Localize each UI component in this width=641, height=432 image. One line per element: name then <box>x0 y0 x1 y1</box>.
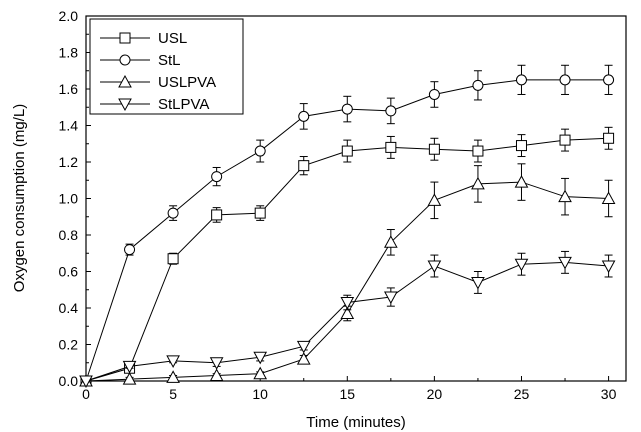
data-point <box>471 276 485 290</box>
data-point <box>340 297 355 310</box>
data-point <box>79 375 93 389</box>
data-point <box>254 145 266 157</box>
legend-marker <box>119 32 131 44</box>
y-tick-label: 0.2 <box>59 337 79 353</box>
data-point <box>472 79 484 91</box>
x-tick-label: 5 <box>169 386 177 402</box>
legend-label: StLPVA <box>158 96 209 113</box>
data-point <box>472 145 484 157</box>
data-point <box>166 355 180 368</box>
data-point <box>385 105 397 117</box>
series-line <box>85 137 609 382</box>
legend-marker <box>119 54 131 66</box>
x-tick-label: 30 <box>601 386 617 402</box>
data-point <box>601 260 616 274</box>
y-tick-label: 1.0 <box>59 191 79 207</box>
data-point <box>298 110 310 122</box>
data-point <box>428 143 440 155</box>
series-stl <box>80 64 615 387</box>
data-point <box>427 260 442 274</box>
data-point <box>296 352 311 365</box>
y-tick-label: 1.4 <box>59 118 79 134</box>
data-point <box>296 340 311 354</box>
legend-label: USLPVA <box>158 74 216 91</box>
data-point <box>254 207 266 219</box>
x-tick-label: 0 <box>82 386 90 402</box>
x-axis: 0 5 10 15 20 25 30 <box>82 376 617 402</box>
data-point <box>209 368 224 382</box>
y-tick-label: 0.6 <box>59 264 79 280</box>
x-tick-label: 20 <box>427 386 443 402</box>
y-tick-label: 1.2 <box>59 154 79 170</box>
data-point <box>558 189 572 203</box>
legend-item: USLPVA <box>100 74 216 91</box>
data-point <box>559 134 571 146</box>
data-point <box>385 141 397 153</box>
data-point <box>122 360 137 374</box>
series-uslpva <box>79 163 616 387</box>
data-point <box>428 88 440 100</box>
y-tick-label: 1.6 <box>59 81 79 97</box>
data-point <box>122 372 137 385</box>
data-point <box>603 132 615 144</box>
legend-marker <box>118 98 132 112</box>
data-point <box>167 207 179 219</box>
x-axis-title: Time (minutes) <box>306 414 405 431</box>
series-line <box>85 79 609 382</box>
y-tick-label: 0.8 <box>59 227 79 243</box>
x-tick-label: 10 <box>252 386 268 402</box>
data-point <box>124 244 136 256</box>
data-point <box>211 171 223 183</box>
x-tick-label: 25 <box>514 386 530 402</box>
legend: USL StL USLPVA StLPVA <box>89 18 244 115</box>
data-point <box>559 74 571 86</box>
series-layer <box>79 64 616 389</box>
data-point <box>298 160 310 172</box>
legend-item: USL <box>100 30 187 47</box>
data-point <box>601 191 616 204</box>
y-axis-title: Oxygen consumption (mg/L) <box>11 104 28 292</box>
legend-box <box>89 18 244 115</box>
legend-marker <box>118 74 132 88</box>
data-point <box>209 357 224 370</box>
y-tick-label: 2.0 <box>59 8 79 24</box>
data-point <box>558 256 572 270</box>
data-point <box>340 306 355 319</box>
data-point <box>514 175 529 188</box>
y-tick-label: 0.0 <box>59 373 79 389</box>
data-point <box>514 258 529 272</box>
plot-area: 0 5 10 15 20 25 30 0.0 0.2 0.4 0.6 0.8 1.0 1.2 1.4 1.6… <box>59 8 627 402</box>
data-point <box>166 370 180 383</box>
data-point <box>515 74 527 86</box>
x-tick-label: 15 <box>340 386 356 402</box>
data-point <box>471 176 485 190</box>
data-point <box>383 291 398 305</box>
legend-item: StL <box>100 52 181 69</box>
data-point <box>211 209 223 221</box>
series-usl <box>80 126 615 387</box>
y-tick-label: 0.4 <box>59 300 79 316</box>
legend-label: USL <box>158 30 187 47</box>
y-axis: 0.0 0.2 0.4 0.6 0.8 1.0 1.2 1.4 1.6 1.8 2.0 <box>59 8 91 389</box>
legend-item: StLPVA <box>100 96 209 113</box>
data-point <box>253 366 268 380</box>
data-point <box>603 74 615 86</box>
data-point <box>341 103 353 115</box>
data-point <box>341 145 353 157</box>
data-point <box>253 351 268 365</box>
data-point <box>167 253 179 265</box>
data-point <box>515 140 527 152</box>
legend-label: StL <box>158 52 181 69</box>
series-stlpva <box>79 250 616 389</box>
data-point <box>383 235 398 248</box>
y-tick-label: 1.8 <box>59 45 79 61</box>
data-point <box>427 193 442 206</box>
